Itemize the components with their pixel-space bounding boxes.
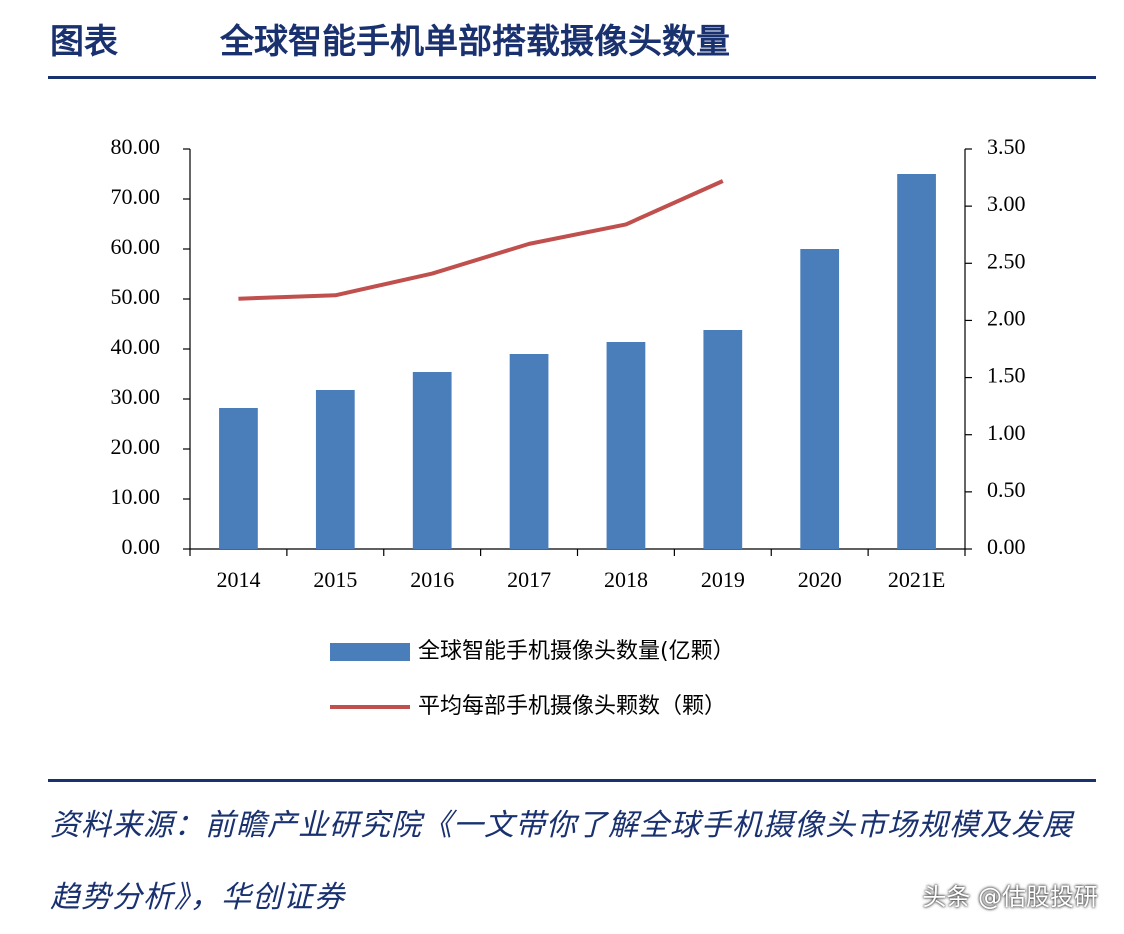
y2-tick-label: 3.50 [987,134,1026,159]
y-tick-label: 10.00 [111,484,161,509]
x-tick-label: 2014 [216,567,260,592]
y-tick-label: 20.00 [111,434,161,459]
legend-label: 平均每部手机摄像头颗数（颗） [418,694,726,719]
bar [606,342,646,549]
y2-tick-label: 1.50 [987,363,1026,388]
y2-tick-label: 1.00 [987,420,1026,445]
x-tick-label: 2018 [604,567,648,592]
header-rule [48,76,1096,79]
line [238,179,724,301]
bar [800,249,840,549]
header-title: 全球智能手机单部搭载摄像头数量 [220,22,730,62]
watermark: 头条 @估股投研 [922,883,1098,911]
y-tick-label: 40.00 [111,334,161,359]
y-tick-label: 50.00 [111,284,161,309]
x-tick-label: 2020 [798,567,842,592]
bar [509,354,549,549]
y2-tick-label: 2.00 [987,305,1026,330]
y2-tick-label: 3.00 [987,191,1026,216]
y-tick-label: 60.00 [111,234,161,259]
x-tick-label: 2021E [888,567,945,592]
bar [703,330,743,549]
y2-tick-label: 0.50 [987,477,1026,502]
y-tick-label: 0.00 [122,534,161,559]
y-tick-label: 30.00 [111,384,161,409]
footer-rule [48,779,1096,782]
bar [219,408,258,549]
bar [897,174,936,549]
header-label: 图表 [50,22,118,62]
y-tick-label: 80.00 [111,134,161,159]
legend-swatch [330,643,410,661]
x-tick-label: 2016 [410,567,454,592]
x-tick-label: 2019 [701,567,745,592]
x-tick-label: 2017 [507,567,551,592]
source: 资料来源：前瞻产业研究院《一文带你了解全球手机摄像头市场规模及发展趋势分析》，华… [50,808,1073,915]
y-tick-label: 70.00 [111,184,161,209]
bar [315,390,355,549]
y2-tick-label: 0.00 [987,534,1026,559]
y2-tick-label: 2.50 [987,248,1026,273]
bar [412,372,452,549]
legend-label: 全球智能手机摄像头数量(亿颗） [418,639,735,664]
chart: 0.00 10.00 20.00 30.00 40.00 50.00 60.00 70.00 8… [111,134,1026,719]
x-tick-label: 2015 [313,567,357,592]
